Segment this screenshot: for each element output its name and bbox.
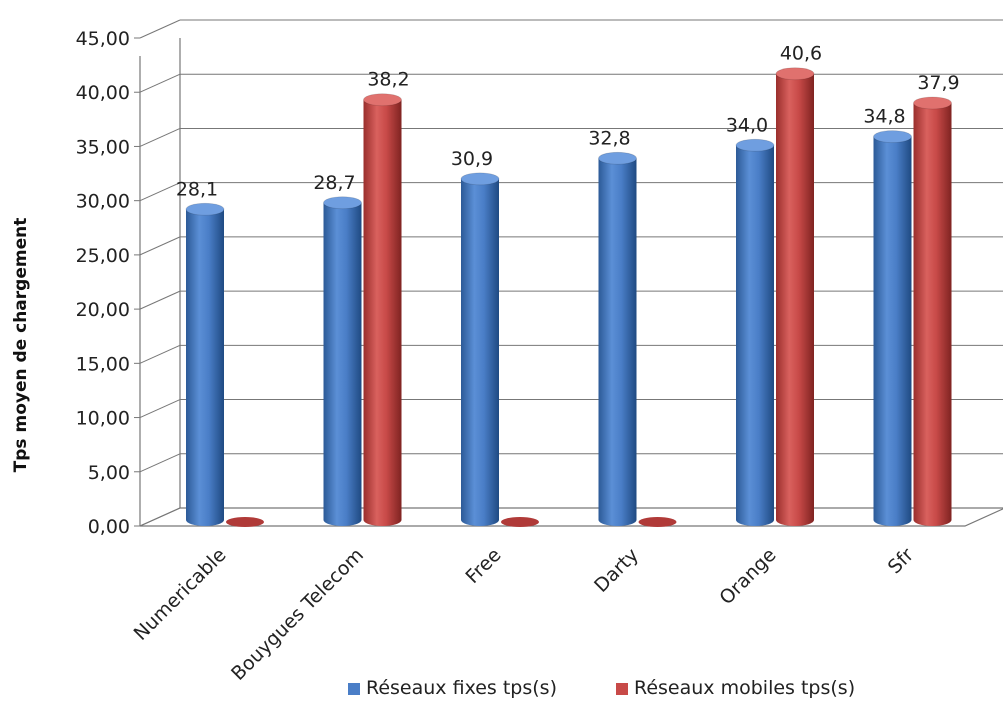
data-label: 28,7 xyxy=(313,172,355,194)
gridline-side xyxy=(139,127,181,147)
bar-top xyxy=(185,202,225,216)
x-category-label: Orange xyxy=(715,544,780,609)
data-label: 34,0 xyxy=(726,114,768,136)
bar xyxy=(461,178,499,526)
bar xyxy=(873,136,912,526)
bar-top xyxy=(735,138,775,152)
data-label: 34,8 xyxy=(863,106,905,128)
bar-top xyxy=(363,93,402,107)
y-tick-label: 40,00 xyxy=(76,82,130,104)
legend-label: Réseaux mobiles tps(s) xyxy=(634,677,855,699)
y-tick-label: 5,00 xyxy=(88,462,130,484)
bar xyxy=(186,209,224,526)
bar xyxy=(736,145,774,527)
x-category-label: Darty xyxy=(590,544,643,597)
y-tick-label: 0,00 xyxy=(88,516,130,538)
y-tick-label: 10,00 xyxy=(76,408,130,430)
y-tick-label: 30,00 xyxy=(76,191,130,213)
legend-label: Réseaux fixes tps(s) xyxy=(366,677,557,699)
data-label: 28,1 xyxy=(176,178,218,200)
gridline-side xyxy=(139,236,181,256)
legend-swatch xyxy=(616,683,628,695)
bar-empty xyxy=(501,517,539,527)
bar-top xyxy=(460,172,500,186)
data-label: 30,9 xyxy=(451,148,493,170)
gridline-side xyxy=(139,507,181,527)
legend: Réseaux fixes tps(s) Réseaux mobiles tps(… xyxy=(348,677,855,699)
data-label: 38,2 xyxy=(367,69,409,91)
bar xyxy=(363,99,402,527)
bar xyxy=(776,73,814,527)
bars: 28,1 28,7 38,2 30,9 32,8 34,0 40,6 34,8 37,9 xyxy=(176,43,960,527)
bar xyxy=(913,102,952,527)
y-axis-ticks: 0,00 5,00 10,00 15,00 20,00 25,00 30,00 35,00 40… xyxy=(76,28,130,538)
bar-top xyxy=(323,196,362,210)
bar-top xyxy=(913,96,952,110)
x-category-label: Sfr xyxy=(884,544,918,578)
bar xyxy=(598,158,637,526)
gridline-side xyxy=(139,73,181,93)
gridline-side xyxy=(139,19,181,39)
bar-empty xyxy=(638,517,677,527)
gridline-side xyxy=(139,344,181,364)
x-category-label: Bouygues Telecom xyxy=(227,544,368,685)
x-category-label: Numericable xyxy=(130,544,231,645)
y-tick-label: 15,00 xyxy=(76,353,130,375)
bar-top xyxy=(873,130,912,144)
y-tick-label: 45,00 xyxy=(76,28,130,50)
x-category-label: Free xyxy=(461,544,505,588)
floor-front-edge xyxy=(140,508,1003,527)
y-tick-label: 20,00 xyxy=(76,299,130,321)
gridline-side xyxy=(139,290,181,310)
data-label: 37,9 xyxy=(917,72,959,94)
gridline-side xyxy=(139,453,181,473)
gridline-side xyxy=(139,182,181,202)
gridlines xyxy=(134,19,1003,527)
gridline-side xyxy=(139,399,181,419)
bar xyxy=(323,202,362,526)
y-tick-label: 25,00 xyxy=(76,245,130,267)
legend-swatch xyxy=(348,683,360,695)
bar-top xyxy=(775,67,815,81)
y-tick-label: 35,00 xyxy=(76,136,130,158)
bar-empty xyxy=(226,517,264,527)
y-axis-label: Tps moyen de chargement xyxy=(11,218,31,473)
data-label: 32,8 xyxy=(588,127,630,149)
data-label: 40,6 xyxy=(780,43,822,65)
bar-top xyxy=(598,151,637,165)
